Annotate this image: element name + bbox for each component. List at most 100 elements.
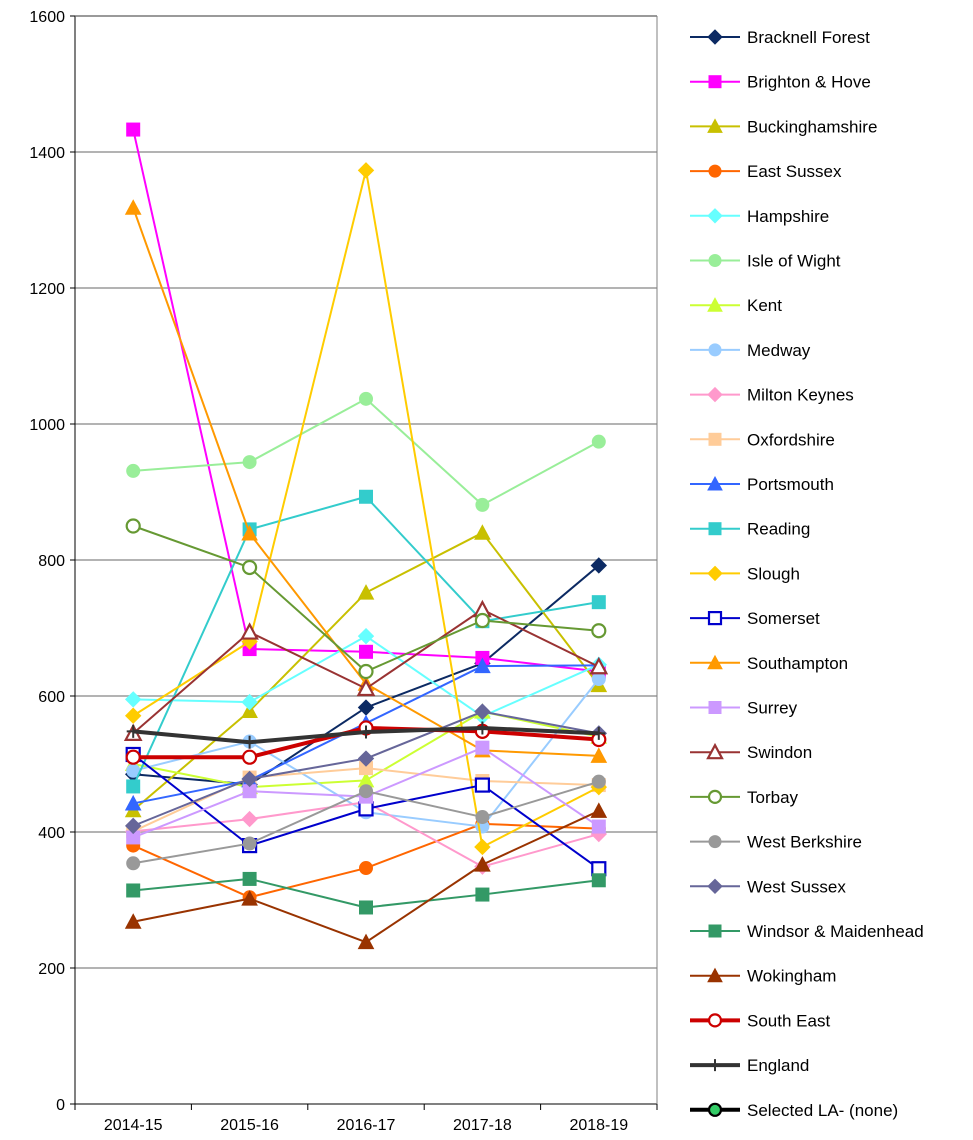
legend-swatch-marker <box>706 742 724 760</box>
data-point <box>126 779 141 794</box>
data-point <box>591 774 606 789</box>
data-point <box>126 724 140 738</box>
legend-label: Windsor & Maidenhead <box>747 922 924 941</box>
legend-label: Surrey <box>747 699 798 718</box>
data-point <box>124 794 142 811</box>
x-axis-ticks: 2014-15 2015-16 2016-17 2017-18 2018-19 <box>74 1104 658 1134</box>
legend-item-bracknell-forest: Bracknell Forest <box>690 28 870 47</box>
legend-item-south-east: South East <box>690 1011 830 1030</box>
data-point <box>124 691 142 708</box>
legend-label: Southampton <box>747 654 848 673</box>
legend-item-east-sussex: East Sussex <box>690 162 842 181</box>
legend-item-hampshire: Hampshire <box>690 207 829 226</box>
y-tick-label: 1000 <box>29 417 65 434</box>
series-wokingham <box>124 802 608 950</box>
data-point <box>124 913 142 929</box>
data-point <box>592 726 606 740</box>
legend-swatch-marker <box>707 789 723 805</box>
data-point <box>589 656 609 675</box>
data-point <box>241 890 258 906</box>
legend-swatch-marker <box>708 835 722 849</box>
legend-label: Reading <box>747 520 810 539</box>
data-point <box>240 622 259 640</box>
data-point <box>474 777 490 793</box>
data-point <box>242 455 257 470</box>
legend-swatch-marker <box>707 386 723 403</box>
data-point <box>590 802 608 818</box>
legend-label: Oxfordshire <box>747 430 835 449</box>
legend-label: Swindon <box>747 743 812 762</box>
data-point <box>359 900 373 915</box>
legend-label: Slough <box>747 564 800 583</box>
y-tick-label: 400 <box>38 825 65 842</box>
series-windsor-maidenhead <box>126 871 606 915</box>
legend-item-slough: Slough <box>690 564 800 583</box>
series-torbay <box>125 518 607 680</box>
data-point <box>124 817 142 835</box>
legend-swatch-marker <box>707 654 723 670</box>
y-tick-label: 1400 <box>29 145 65 162</box>
data-point <box>475 810 490 825</box>
data-point <box>474 612 490 629</box>
series-isle-of-wight <box>126 391 606 512</box>
data-point <box>357 933 375 950</box>
legend-label: Medway <box>747 341 811 360</box>
legend-item-surrey: Surrey <box>690 699 798 718</box>
data-point <box>359 391 373 406</box>
legend-swatch-marker <box>707 475 723 491</box>
legend-swatch-marker <box>708 75 722 89</box>
data-point <box>241 770 258 788</box>
legend-label: Brighton & Hove <box>747 73 871 92</box>
data-point <box>359 644 373 659</box>
data-point <box>591 873 606 888</box>
data-point <box>358 663 374 680</box>
legend-label: Kent <box>747 296 782 315</box>
data-point <box>591 819 606 834</box>
y-tick-label: 0 <box>56 1097 65 1114</box>
legend-swatch-marker <box>707 1013 723 1028</box>
legend-item-west-berkshire: West Berkshire <box>690 833 862 852</box>
legend-label: Milton Keynes <box>747 386 854 405</box>
data-point <box>475 497 490 512</box>
data-point <box>125 518 141 534</box>
x-tick-label: 2017-18 <box>453 1117 512 1134</box>
data-point <box>124 199 142 215</box>
legend: Bracknell Forest Brighton & Hove Buckingha… <box>690 28 924 1120</box>
y-tick-label: 200 <box>38 961 65 978</box>
legend-swatch-marker <box>707 118 723 133</box>
legend-label: South East <box>747 1011 830 1030</box>
data-point <box>357 750 375 767</box>
data-point <box>241 702 258 718</box>
data-point <box>359 861 373 876</box>
legend-item-england: England <box>690 1056 809 1075</box>
data-point <box>359 784 373 799</box>
data-point <box>356 678 376 697</box>
data-point <box>475 740 490 755</box>
legend-item-selected-la-none: Selected LA- (none) <box>690 1101 898 1120</box>
series-west-berkshire <box>126 774 606 871</box>
data-point <box>590 557 608 574</box>
legend-swatch-marker <box>708 254 722 267</box>
data-point <box>474 856 491 872</box>
x-tick-label: 2015-16 <box>220 1117 279 1134</box>
legend-label: Bracknell Forest <box>747 28 870 47</box>
y-tick-label: 1200 <box>29 281 65 298</box>
legend-item-kent: Kent <box>690 296 782 315</box>
legend-swatch-marker <box>707 29 723 45</box>
legend-item-brighton-hove: Brighton & Hove <box>690 73 871 92</box>
data-point <box>359 725 373 739</box>
legend-label: Hampshire <box>747 207 829 226</box>
legend-item-portsmouth: Portsmouth <box>690 475 834 494</box>
legend-item-torbay: Torbay <box>690 788 799 807</box>
data-point <box>591 672 606 686</box>
data-point <box>241 524 258 541</box>
y-tick-label: 1600 <box>29 9 65 26</box>
legend-swatch-marker <box>708 432 722 446</box>
legend-label: West Sussex <box>747 877 846 896</box>
data-point <box>474 524 491 540</box>
x-tick-label: 2014-15 <box>104 1117 163 1134</box>
y-axis-ticks: 0 200 400 600 800 1000 1200 1400 1600 <box>29 9 75 1114</box>
legend-item-swindon: Swindon <box>690 742 812 762</box>
